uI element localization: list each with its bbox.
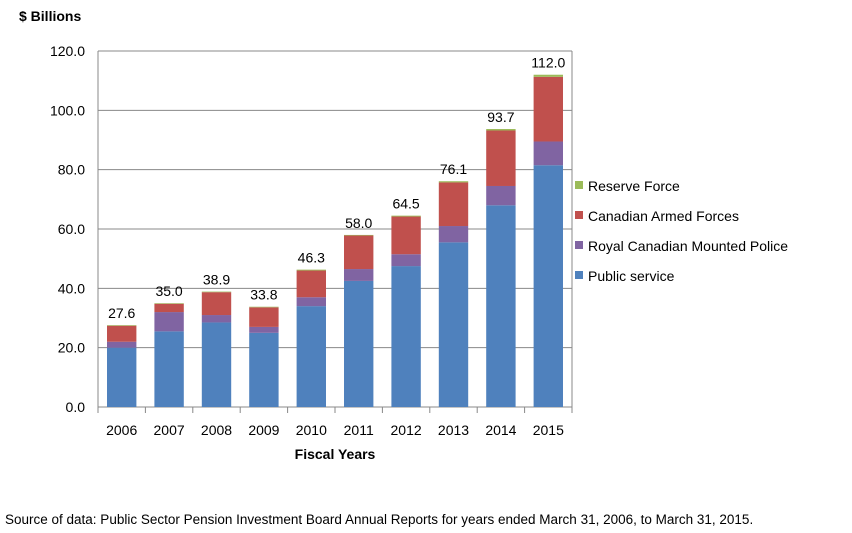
bar-reserve-force-2014 (486, 129, 516, 131)
x-tick-label-2014: 2014 (485, 422, 516, 438)
legend-entry: Canadian Armed Forces (588, 208, 739, 224)
bar-royal-canadian-mounted-police-2011 (344, 269, 374, 281)
x-tick-label-2009: 2009 (248, 422, 279, 438)
bar-reserve-force-2006 (107, 325, 137, 326)
y-tick-label: 80.0 (58, 162, 85, 178)
bar-royal-canadian-mounted-police-2007 (154, 312, 184, 332)
bar-royal-canadian-mounted-police-2008 (201, 315, 232, 323)
bar-public-service-2015 (533, 165, 563, 407)
bar-public-service-2010 (296, 306, 326, 407)
bar-royal-canadian-mounted-police-2014 (486, 185, 516, 206)
bar-public-service-2012 (391, 266, 421, 407)
bar-canadian-armed-forces-2010 (296, 270, 326, 298)
bars (107, 74, 563, 407)
total-label-2014: 93.7 (487, 109, 514, 125)
bar-public-service-2011 (344, 280, 374, 407)
bar-reserve-force-2013 (438, 181, 469, 183)
total-label-2012: 64.5 (392, 196, 419, 212)
y-tick-labels: 0.0 20.0 40.0 60.0 80.0 100.0 120.0 (50, 43, 85, 415)
source-note: Source of data: Public Sector Pension In… (5, 512, 754, 527)
legend-swatch (575, 241, 583, 249)
x-tick-label-2010: 2010 (296, 422, 327, 438)
x-tick-label-2011: 2011 (344, 422, 374, 438)
bar-canadian-armed-forces-2015 (533, 76, 563, 142)
y-tick-label: 40.0 (58, 280, 85, 296)
legend-swatch (575, 271, 583, 279)
total-label-2010: 46.3 (298, 250, 325, 266)
x-tick-label-2007: 2007 (154, 422, 185, 438)
total-label-2007: 35.0 (155, 283, 182, 299)
legend-entry: Royal Canadian Mounted Police (588, 238, 788, 254)
legend-entry: Public service (588, 268, 675, 284)
bar-royal-canadian-mounted-police-2006 (107, 341, 137, 348)
y-tick-label: 100.0 (50, 102, 85, 118)
x-tick-labels: 2006 2007 2008 2009 2010 2011 2012 2013 2014 2015 (106, 422, 564, 438)
bar-canadian-armed-forces-2009 (249, 307, 279, 327)
y-tick-label: 0.0 (66, 399, 86, 415)
x-tick-label-2012: 2012 (391, 422, 422, 438)
x-tick-label-2015: 2015 (533, 422, 564, 438)
bar-canadian-armed-forces-2014 (486, 130, 516, 186)
bar-royal-canadian-mounted-police-2010 (296, 297, 326, 307)
bar-canadian-armed-forces-2011 (344, 235, 374, 270)
bar-public-service-2007 (154, 331, 184, 407)
bar-canadian-armed-forces-2007 (154, 303, 184, 313)
bar-reserve-force-2007 (154, 303, 184, 304)
bar-canadian-armed-forces-2006 (107, 325, 137, 342)
bar-royal-canadian-mounted-police-2012 (391, 254, 421, 267)
stacked-bar-chart: $ Billions 0.0 20.0 40.0 60.0 80.0 100.0 120.0… (19, 8, 788, 462)
bar-reserve-force-2011 (344, 234, 374, 236)
bar-public-service-2006 (107, 347, 137, 407)
bar-reserve-force-2012 (391, 215, 421, 217)
total-label-2015: 112.0 (531, 55, 565, 71)
legend-swatch (575, 181, 583, 189)
x-axis-label: Fiscal Years (295, 446, 376, 462)
x-tick-label-2006: 2006 (106, 422, 137, 438)
bar-canadian-armed-forces-2012 (391, 216, 421, 255)
y-tick-label: 20.0 (58, 340, 85, 356)
total-label-2011: 58.0 (345, 215, 372, 231)
legend-entry: Reserve Force (588, 178, 680, 194)
bar-royal-canadian-mounted-police-2013 (438, 226, 469, 243)
bar-public-service-2008 (201, 322, 232, 407)
total-label-2013: 76.1 (440, 161, 467, 177)
total-label-2008: 38.9 (203, 272, 230, 288)
total-label-2006: 27.6 (108, 305, 135, 321)
bar-public-service-2014 (486, 205, 516, 407)
bar-canadian-armed-forces-2013 (438, 182, 469, 227)
x-tick-label-2013: 2013 (438, 422, 469, 438)
bar-canadian-armed-forces-2008 (201, 292, 232, 316)
y-tick-label: 120.0 (50, 43, 85, 59)
y-tick-label: 60.0 (58, 221, 85, 237)
y-axis-label: $ Billions (19, 8, 81, 24)
bar-public-service-2009 (249, 332, 279, 407)
x-tick-label-2008: 2008 (201, 422, 232, 438)
bar-royal-canadian-mounted-police-2009 (249, 326, 279, 333)
bar-reserve-force-2010 (296, 269, 326, 271)
total-label-2009: 33.8 (250, 287, 277, 303)
legend: Reserve Force Canadian Armed Forces Royal … (575, 178, 788, 284)
bar-public-service-2013 (438, 242, 469, 407)
bar-reserve-force-2015 (533, 74, 563, 77)
bar-reserve-force-2009 (249, 306, 279, 308)
legend-swatch (575, 211, 583, 219)
total-labels: 27.6 35.0 38.9 33.8 46.3 58.0 64.5 76.1 93.7 112.… (108, 55, 565, 321)
bar-reserve-force-2008 (201, 291, 232, 293)
bar-royal-canadian-mounted-police-2015 (533, 141, 563, 166)
